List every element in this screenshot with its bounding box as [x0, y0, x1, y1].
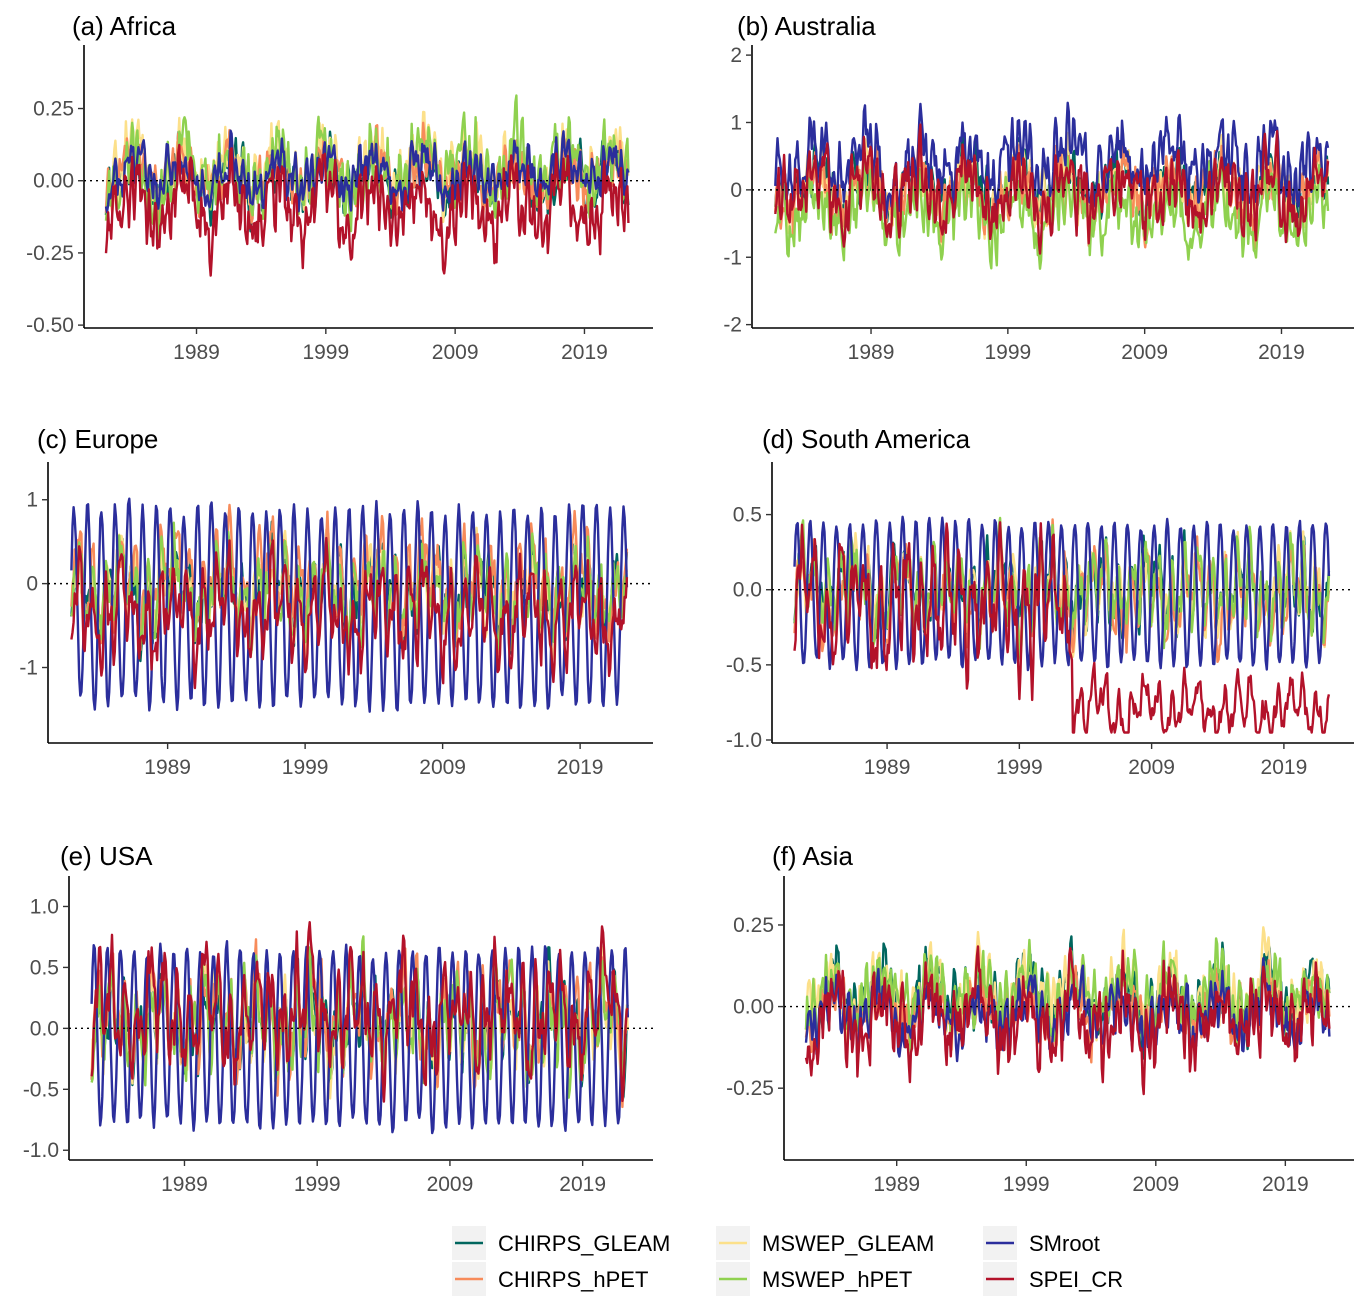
x-tick-label: 1989: [864, 756, 911, 779]
series-line-spei-cr: [104, 143, 630, 277]
y-tick-label: 0.00: [733, 996, 774, 1019]
y-tick-label: 0.0: [30, 1017, 59, 1040]
x-tick-label: 2009: [1121, 341, 1168, 364]
x-tick-label: 1999: [996, 756, 1043, 779]
panel-3: (c) Europe 1 0 -1 1989 1999 2009 2019: [19, 424, 653, 779]
y-tick-label: 1.0: [30, 895, 59, 918]
panel-4: (d) South America 0.5 0.0 -0.5 -1.0 1989 1999 2…: [726, 424, 1354, 779]
series-line-smroot: [793, 515, 1331, 672]
series-line-spei-cr: [70, 536, 629, 690]
series-group: [70, 497, 629, 713]
x-tick-label: 1999: [1003, 1173, 1050, 1196]
x-tick-label: 1989: [161, 1173, 208, 1196]
legend-label: SMroot: [1029, 1231, 1100, 1256]
legend-label: CHIRPS_GLEAM: [498, 1231, 670, 1256]
series-group: [90, 921, 629, 1135]
panel-6: (f) Asia 0.25 0.00 -0.25 1989 1999 2009 2019: [726, 841, 1354, 1196]
legend-item-spei-cr: SPEI_CR: [983, 1262, 1123, 1296]
x-tick-label: 1989: [848, 341, 895, 364]
legend-item-chirps-gleam: CHIRPS_GLEAM: [452, 1226, 670, 1260]
panel-title: (c) Europe: [37, 424, 158, 454]
x-tick-label: 2019: [1261, 756, 1308, 779]
x-tick-label: 2019: [1262, 1173, 1309, 1196]
panel-title: (d) South America: [762, 424, 971, 454]
legend-item-smroot: SMroot: [983, 1226, 1100, 1260]
x-tick-label: 2009: [432, 341, 479, 364]
x-tick-label: 1999: [984, 341, 1031, 364]
series-group: [804, 926, 1331, 1096]
y-tick-label: 0.25: [733, 914, 774, 937]
series-line-spei-cr: [804, 945, 1331, 1096]
y-tick-label: -0.25: [26, 242, 74, 265]
x-tick-label: 2019: [559, 1173, 606, 1196]
y-tick-label: 0.0: [733, 579, 762, 602]
x-tick-label: 2009: [427, 1173, 474, 1196]
y-tick-label: 0: [730, 179, 742, 202]
legend-label: CHIRPS_hPET: [498, 1267, 648, 1292]
legend-label: MSWEP_hPET: [762, 1267, 912, 1292]
x-tick-label: 1999: [282, 756, 329, 779]
panel-title: (f) Asia: [772, 841, 853, 871]
x-tick-label: 2009: [419, 756, 466, 779]
series-line-spei-cr: [90, 921, 629, 1103]
y-tick-label: -0.25: [726, 1077, 774, 1100]
series-line-spei-cr: [774, 123, 1330, 255]
y-tick-label: 0.5: [733, 504, 762, 527]
legend-label: SPEI_CR: [1029, 1267, 1123, 1292]
y-tick-label: -0.50: [26, 314, 74, 337]
legend-item-mswep-gleam: MSWEP_GLEAM: [716, 1226, 934, 1260]
panel-1: (a) Africa 0.25 0.00 -0.25 -0.50 1989 1999 2009…: [26, 11, 653, 364]
panel-title: (e) USA: [60, 841, 153, 871]
y-tick-label: -1.0: [726, 729, 762, 752]
panel-title: (a) Africa: [72, 11, 177, 41]
y-tick-label: 1: [26, 489, 38, 512]
y-tick-label: 0: [26, 573, 38, 596]
series-group: [774, 101, 1330, 270]
x-tick-label: 1999: [294, 1173, 341, 1196]
series-group: [793, 515, 1331, 734]
y-tick-label: -1.0: [23, 1139, 59, 1162]
x-tick-label: 2009: [1132, 1173, 1179, 1196]
y-tick-label: -0.5: [23, 1078, 59, 1101]
x-tick-label: 2019: [557, 756, 604, 779]
y-tick-label: 0.25: [33, 98, 74, 121]
y-tick-label: -0.5: [726, 654, 762, 677]
series-line-smroot: [90, 940, 629, 1135]
y-tick-label: -2: [723, 314, 742, 337]
y-tick-label: -1: [19, 657, 38, 680]
x-tick-label: 2009: [1128, 756, 1175, 779]
y-tick-label: -1: [723, 246, 742, 269]
x-tick-label: 1999: [302, 341, 349, 364]
y-tick-label: 0.5: [30, 956, 59, 979]
y-tick-label: 1: [730, 111, 742, 134]
series-group: [104, 94, 630, 277]
legend-item-chirps-hpet: CHIRPS_hPET: [452, 1262, 648, 1296]
panel-2: (b) Australia 2 1 0 -1 -2 1989 1999 2009 2019: [723, 11, 1354, 364]
x-tick-label: 2019: [561, 341, 608, 364]
series-line-spei-cr: [793, 521, 1331, 734]
x-tick-label: 1989: [144, 756, 191, 779]
series-line-smroot: [774, 101, 1330, 220]
x-tick-label: 1989: [873, 1173, 920, 1196]
legend-label: MSWEP_GLEAM: [762, 1231, 934, 1256]
x-tick-label: 2019: [1258, 341, 1305, 364]
legend: CHIRPS_GLEAM CHIRPS_hPET MSWEP_GLEAM MSWEP_…: [452, 1226, 1123, 1296]
panel-title: (b) Australia: [737, 11, 876, 41]
panel-5: (e) USA 1.0 0.5 0.0 -0.5 -1.0 1989 1999 2009 2019: [23, 841, 653, 1196]
y-tick-label: 0.00: [33, 170, 74, 193]
x-tick-label: 1989: [173, 341, 220, 364]
series-line-smroot: [70, 497, 629, 713]
legend-item-mswep-hpet: MSWEP_hPET: [716, 1262, 912, 1296]
y-tick-label: 2: [730, 44, 742, 67]
